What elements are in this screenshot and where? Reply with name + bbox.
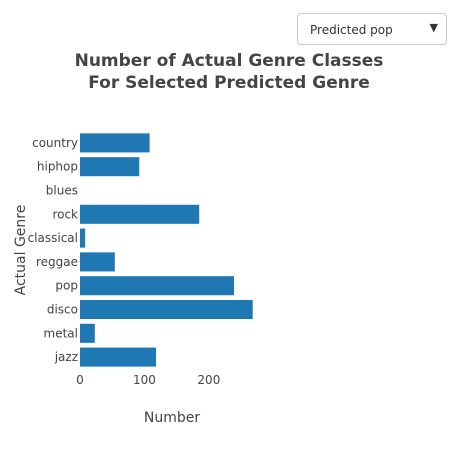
x-axis-label: Number <box>144 410 200 426</box>
bar-metal[interactable] <box>80 323 95 343</box>
bars-group <box>80 133 253 367</box>
x-tick-label-0: 0 <box>76 373 84 387</box>
bar-country[interactable] <box>80 133 150 153</box>
y-tick-label-disco: disco <box>47 303 78 317</box>
y-tick-label-rock: rock <box>52 207 78 221</box>
chart-title-line-1: Number of Actual Genre Classes <box>75 51 384 71</box>
x-tick-label-200: 200 <box>197 373 220 387</box>
bar-rock[interactable] <box>80 204 200 224</box>
y-axis-label: Actual Genre <box>13 205 29 296</box>
y-tick-label-country: country <box>32 136 78 150</box>
chart-title-line-2: For Selected Predicted Genre <box>88 73 370 93</box>
y-tick-label-pop: pop <box>55 279 78 293</box>
y-tick-label-blues: blues <box>46 184 78 198</box>
chevron-down-icon[interactable]: ▼ <box>429 21 438 34</box>
x-tick-label-100: 100 <box>133 373 156 387</box>
y-tick-label-classical: classical <box>28 231 78 245</box>
y-tick-label-hiphop: hiphop <box>37 160 78 174</box>
bar-reggae[interactable] <box>80 252 115 272</box>
bar-classical[interactable] <box>80 228 86 248</box>
bar-hiphop[interactable] <box>80 157 140 177</box>
x-tick-labels: 0 100 200 <box>76 373 220 387</box>
dropdown-selected-value: Predicted pop <box>310 23 393 37</box>
y-tick-label-reggae: reggae <box>36 255 78 269</box>
bar-jazz[interactable] <box>80 347 157 367</box>
y-tick-label-jazz: jazz <box>54 350 78 364</box>
y-tick-label-metal: metal <box>44 326 78 340</box>
bar-pop[interactable] <box>80 276 235 296</box>
genre-dropdown[interactable]: Predicted pop ▼ <box>297 13 447 45</box>
y-tick-labels: country hiphop blues rock classical reggae pop… <box>28 136 78 364</box>
bar-disco[interactable] <box>80 299 253 320</box>
